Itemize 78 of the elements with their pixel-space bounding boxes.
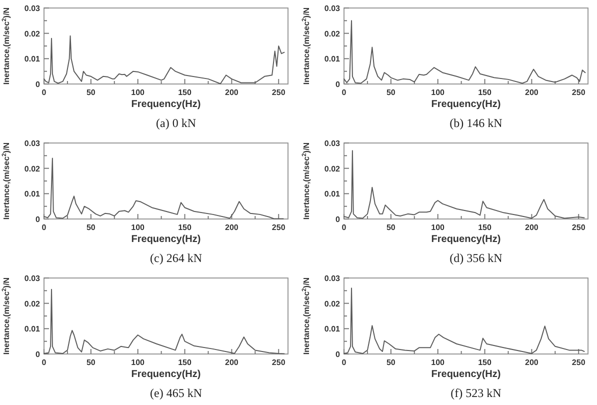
x-tick-label: 100	[431, 358, 446, 367]
x-tick-label: 250	[572, 358, 586, 367]
x-axis-title: Frequency(Hz)	[131, 234, 201, 245]
y-tick-label: 0.03	[24, 274, 41, 283]
x-tick-label: 250	[572, 88, 586, 97]
x-axis-title: Frequency(Hz)	[131, 369, 201, 380]
x-tick-label: 100	[131, 223, 146, 232]
y-tick-label: 0.01	[324, 190, 341, 199]
y-tick-label: 0.02	[324, 164, 341, 174]
x-tick-label: 0	[42, 88, 47, 97]
x-tick-label: 150	[478, 88, 492, 97]
x-tick-label: 150	[478, 223, 492, 232]
text: (c) 264 kN	[150, 251, 202, 265]
text: (d) 356 kN	[450, 251, 503, 265]
x-tick-label: 200	[225, 358, 239, 367]
x-tick-label: 50	[386, 88, 396, 97]
x-tick-label: 200	[525, 223, 539, 232]
text: (e) 465 kN	[150, 386, 202, 400]
x-tick-label: 150	[478, 358, 492, 367]
x-tick-label: 250	[272, 358, 286, 367]
y-tick-label: 0.03	[24, 139, 41, 148]
y-tick-label: 0.02	[24, 299, 41, 308]
line-series	[44, 35, 285, 84]
y-tick-label: 0.02	[324, 29, 341, 38]
y-tick-label: 0	[36, 80, 41, 89]
y-tick-label: 0.01	[24, 190, 41, 199]
y-tick-label: 0	[336, 350, 341, 359]
line-series	[44, 158, 284, 220]
x-tick-label: 50	[386, 358, 396, 367]
x-tick-label: 100	[431, 223, 446, 232]
x-tick-label: 250	[572, 223, 586, 232]
line-series	[344, 288, 585, 354]
x-tick-label: 200	[225, 223, 239, 232]
x-tick-label: 50	[86, 358, 96, 367]
x-tick-label: 100	[131, 88, 146, 97]
x-tick-label: 150	[178, 223, 192, 232]
x-tick-label: 100	[131, 358, 146, 367]
y-tick-label: 0.01	[24, 54, 41, 64]
x-tick-label: 250	[272, 88, 286, 97]
y-tick-label: 0.01	[324, 54, 341, 64]
x-tick-label: 200	[525, 358, 539, 367]
x-tick-label: 200	[225, 88, 239, 97]
x-tick-label: 250	[272, 223, 286, 232]
x-axis-title: Frequency(Hz)	[431, 369, 501, 380]
y-tick-label: 0	[336, 80, 341, 89]
y-tick-label: 0.03	[324, 274, 341, 283]
x-tick-label: 100	[431, 88, 446, 97]
y-tick-label: 0.02	[324, 299, 341, 308]
line-series	[44, 288, 285, 354]
x-axis-title: Frequency(Hz)	[131, 99, 201, 110]
x-axis-title: Frequency(Hz)	[431, 99, 501, 110]
x-axis-title: Frequency(Hz)	[431, 234, 501, 245]
y-tick-label: 0.02	[24, 29, 41, 38]
y-tick-label: 0.03	[324, 139, 341, 148]
x-tick-label: 200	[525, 88, 539, 97]
x-tick-label: 50	[86, 88, 96, 97]
x-tick-label: 0	[342, 223, 347, 232]
x-tick-label: 50	[386, 223, 396, 232]
x-tick-label: 150	[178, 358, 192, 367]
y-tick-label: 0.03	[324, 4, 341, 13]
x-tick-label: 0	[342, 358, 347, 367]
y-tick-label: 0	[336, 215, 341, 224]
x-tick-label: 0	[42, 358, 47, 367]
y-tick-label: 0.02	[24, 164, 41, 174]
text: (a) 0 kN	[156, 116, 196, 130]
y-tick-label: 0.01	[324, 324, 341, 334]
x-tick-label: 0	[42, 223, 47, 232]
text: (b) 146 kN	[450, 116, 503, 130]
line-series	[344, 150, 585, 219]
x-tick-label: 150	[178, 88, 192, 97]
y-tick-label: 0	[36, 350, 41, 359]
y-tick-label: 0	[36, 215, 41, 224]
x-tick-label: 0	[342, 88, 347, 97]
x-tick-label: 50	[86, 223, 96, 232]
text: (f) 523 kN	[450, 386, 502, 400]
line-series	[344, 20, 586, 84]
y-tick-label: 0.03	[24, 4, 41, 13]
y-tick-label: 0.01	[24, 324, 41, 334]
